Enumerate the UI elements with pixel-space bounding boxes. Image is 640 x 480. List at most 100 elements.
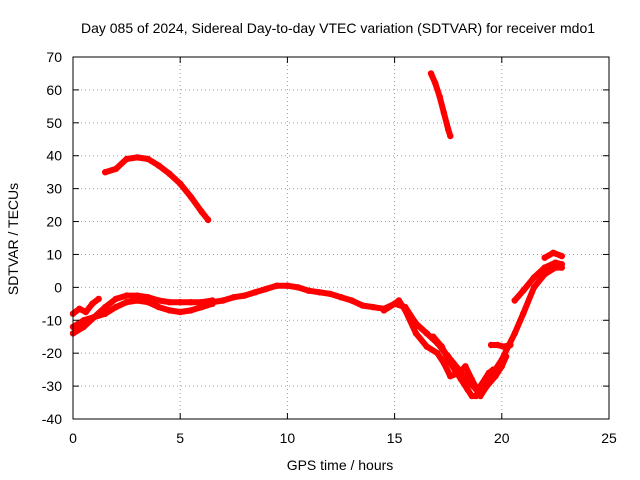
- data-point: [502, 353, 510, 360]
- data-point: [457, 376, 465, 383]
- x-tick-label: 0: [69, 430, 77, 446]
- data-point: [166, 170, 173, 177]
- data-point: [187, 307, 195, 314]
- data-point: [520, 310, 527, 317]
- data-point: [155, 303, 162, 311]
- data-point: [472, 392, 480, 400]
- y-tick-label: 50: [46, 115, 62, 131]
- data-point: [402, 307, 409, 314]
- data-point: [530, 274, 538, 281]
- data-point: [284, 282, 291, 289]
- series-arc-4: [209, 264, 565, 393]
- data-point: [230, 294, 237, 301]
- data-point: [252, 289, 259, 296]
- data-point: [530, 284, 538, 291]
- data-point: [412, 330, 420, 337]
- series-arc-10: [102, 154, 212, 224]
- data-point: [541, 264, 548, 271]
- chart-title: Day 085 of 2024, Sidereal Day-to-day VTE…: [81, 20, 595, 36]
- data-point: [166, 307, 173, 314]
- data-point: [464, 386, 471, 393]
- data-point: [436, 93, 443, 100]
- x-tick-label: 5: [176, 430, 184, 446]
- series-arc-8: [511, 259, 565, 304]
- data-point: [498, 363, 505, 370]
- data-point: [487, 341, 495, 349]
- data-series: [69, 70, 565, 400]
- data-point: [95, 295, 102, 303]
- data-point: [273, 282, 280, 289]
- x-tick-label: 10: [280, 430, 296, 446]
- data-point: [89, 300, 96, 307]
- data-point: [370, 303, 377, 311]
- data-point: [500, 343, 508, 350]
- series-arc-7: [487, 341, 514, 350]
- y-axis-label: SDTVAR / TECUs: [5, 183, 21, 295]
- data-point: [520, 287, 527, 294]
- data-point: [451, 366, 458, 373]
- data-point: [445, 126, 452, 133]
- data-point: [294, 284, 302, 291]
- data-point: [80, 317, 87, 324]
- data-point: [187, 193, 195, 201]
- data-point: [432, 80, 439, 87]
- data-point: [134, 292, 141, 299]
- data-point: [423, 343, 430, 350]
- axis-ticks: 0 5 10 15 20 25 -40 -30 -20 -10 0 10 20 30 40 50 60 70: [42, 49, 617, 446]
- data-point: [177, 308, 184, 316]
- data-point: [177, 299, 184, 306]
- data-point: [155, 297, 162, 304]
- data-point: [91, 313, 98, 321]
- y-tick-label: -40: [42, 411, 62, 427]
- data-point: [219, 297, 227, 304]
- data-point: [144, 155, 152, 163]
- data-point: [434, 350, 441, 357]
- data-point: [348, 297, 355, 304]
- data-point: [558, 261, 565, 268]
- series-trace: [209, 264, 565, 393]
- data-point: [112, 303, 120, 311]
- data-point: [468, 376, 475, 383]
- series-arc-3: [69, 295, 102, 317]
- data-point: [144, 299, 152, 306]
- data-point: [494, 341, 501, 349]
- data-point: [123, 155, 130, 163]
- y-tick-label: 30: [46, 181, 62, 197]
- data-point: [102, 303, 109, 311]
- y-tick-label: 10: [46, 246, 62, 262]
- data-point: [438, 343, 445, 350]
- data-point: [76, 305, 83, 312]
- data-point: [511, 297, 518, 304]
- data-point: [123, 299, 130, 306]
- data-point: [316, 289, 323, 296]
- x-tick-label: 20: [494, 430, 510, 446]
- data-point: [112, 295, 120, 303]
- data-point: [327, 290, 334, 298]
- data-point: [102, 310, 109, 317]
- data-point: [241, 292, 248, 299]
- y-tick-label: 0: [54, 279, 62, 295]
- data-point: [550, 249, 557, 256]
- data-point: [134, 297, 141, 304]
- data-point: [177, 180, 184, 187]
- x-tick-label: 25: [601, 430, 617, 446]
- data-point: [123, 292, 130, 299]
- data-point: [511, 330, 518, 337]
- y-tick-label: 20: [46, 214, 62, 230]
- data-point: [462, 363, 469, 370]
- data-point: [380, 307, 388, 314]
- data-point: [102, 169, 109, 176]
- y-tick-label: 40: [46, 148, 62, 164]
- y-tick-label: 60: [46, 82, 62, 98]
- data-point: [445, 356, 452, 363]
- series-arc-11: [427, 70, 454, 140]
- data-point: [507, 341, 514, 349]
- y-tick-label: -30: [42, 378, 62, 394]
- data-point: [155, 162, 162, 169]
- data-point: [483, 382, 490, 390]
- data-point: [80, 323, 87, 331]
- data-point: [166, 299, 173, 306]
- series-arc-2: [69, 297, 216, 331]
- grid: [73, 57, 609, 419]
